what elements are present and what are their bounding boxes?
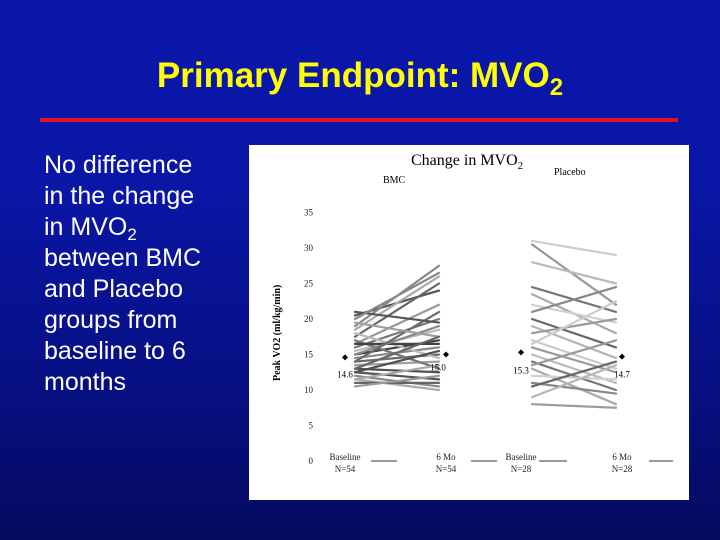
patient-line-placebo — [530, 403, 618, 409]
mean-label: 15.3 — [513, 365, 529, 375]
patient-line-bmc — [353, 275, 441, 331]
chart-title: Change in MVO2 — [411, 152, 523, 172]
patient-line-placebo — [530, 261, 618, 285]
bullet-line: groups from — [44, 306, 178, 334]
patient-line-placebo — [530, 346, 618, 374]
category-n-label: N=28 — [612, 464, 633, 474]
bullet-text: No difference in the change in MVO2 betw… — [44, 150, 254, 398]
patient-line-placebo — [530, 339, 618, 367]
patient-line-bmc — [353, 282, 441, 338]
mean-marker — [518, 349, 524, 356]
patient-line-bmc — [353, 378, 441, 392]
patient-line-bmc — [353, 335, 441, 370]
patient-line-placebo — [530, 364, 618, 399]
patient-line-placebo — [530, 300, 618, 345]
patient-line-bmc — [353, 325, 441, 356]
mean-label: 14.6 — [337, 369, 353, 379]
mvo2-chart: Change in MVO2 BMC Placebo Peak VO2 (ml/kg/… — [272, 152, 673, 474]
category-label: Baseline — [330, 452, 361, 462]
chart-panel: Change in MVO2 BMC Placebo Peak VO2 (ml/kg/… — [249, 145, 689, 500]
y-tick-label: 5 — [309, 421, 314, 431]
y-tick-label: 35 — [304, 208, 314, 218]
patient-line-placebo — [530, 367, 618, 406]
mean-marker — [342, 354, 348, 361]
patient-line-bmc — [353, 364, 441, 381]
category-n-label: N=54 — [335, 464, 356, 474]
bullet-line: between BMC — [44, 244, 202, 272]
patient-line-placebo — [530, 374, 618, 381]
slide-title: Primary Endpoint: MVO2 — [156, 56, 564, 101]
bullet-line: baseline to 6 — [44, 337, 186, 365]
category-label: 6 Mo — [612, 452, 632, 462]
patient-line-bmc — [353, 353, 441, 363]
bullet-line: No difference — [44, 151, 193, 179]
patient-line-placebo — [530, 285, 618, 313]
mean-marker — [619, 353, 625, 360]
patient-line-bmc — [353, 339, 441, 370]
y-tick-label: 0 — [309, 456, 314, 466]
patient-line-placebo — [530, 317, 618, 335]
y-tick-label: 30 — [304, 243, 314, 253]
mean-label: 14.7 — [614, 370, 630, 380]
patient-line-placebo — [530, 360, 618, 392]
patient-line-placebo — [530, 243, 618, 306]
title-divider — [40, 118, 678, 122]
group-label-placebo: Placebo — [554, 167, 586, 178]
y-tick-label: 15 — [304, 350, 314, 360]
bullet-line: in MVO2 — [44, 213, 137, 244]
patient-line-placebo — [530, 317, 618, 349]
y-tick-label: 25 — [304, 279, 314, 289]
patient-line-bmc — [353, 317, 441, 349]
group-label-bmc: BMC — [383, 175, 406, 186]
patient-line-placebo — [530, 360, 618, 388]
patient-line-bmc — [353, 321, 441, 338]
y-tick-label: 20 — [304, 314, 314, 324]
patient-line-bmc — [353, 360, 441, 367]
category-label: 6 Mo — [436, 452, 456, 462]
y-axis-label: Peak VO2 (ml/kg/min) — [272, 285, 283, 381]
bullet-line: and Placebo — [44, 275, 184, 303]
mean-marker — [443, 351, 449, 358]
bullet-line: in the change — [44, 182, 195, 210]
patient-line-placebo — [530, 239, 618, 257]
category-n-label: N=28 — [511, 464, 532, 474]
category-label: Baseline — [506, 452, 537, 462]
patient-line-placebo — [530, 339, 618, 370]
patient-line-bmc — [353, 349, 441, 374]
y-tick-label: 10 — [304, 385, 314, 395]
patient-line-placebo — [530, 381, 618, 395]
category-n-label: N=54 — [436, 464, 457, 474]
patient-line-bmc — [353, 310, 441, 324]
bullet-line: months — [44, 368, 126, 396]
patient-line-bmc — [353, 374, 441, 388]
mean-label: 15.0 — [430, 363, 446, 373]
patient-line-bmc — [353, 271, 441, 321]
